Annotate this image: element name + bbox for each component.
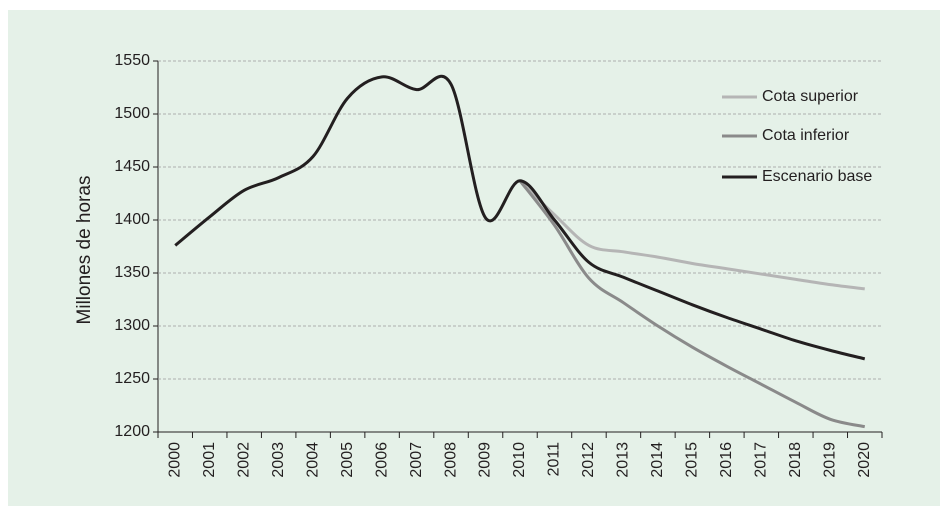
x-tick-label: 2008 (442, 442, 459, 478)
background (8, 10, 940, 506)
series-line (174, 74, 866, 361)
y-tick-label: 1400 (114, 211, 150, 228)
x-tick-label: 2004 (304, 442, 321, 478)
y-tick-label: 1200 (114, 423, 150, 440)
x-tick-label: 2000 (166, 442, 183, 478)
x-tick-label: 2006 (373, 442, 390, 478)
x-tick-label: 2011 (546, 442, 563, 477)
x-tick-label: 2019 (822, 442, 839, 478)
y-tick-label: 1550 (114, 52, 150, 69)
x-tick-label: 2002 (235, 442, 252, 478)
series-line (518, 179, 866, 429)
y-axis-label: Millones de horas (74, 176, 95, 325)
x-tick-label: 2010 (511, 442, 528, 478)
x-tick-label: 2014 (649, 442, 666, 478)
x-tick-label: 2017 (753, 442, 770, 478)
x-tick-label: 2009 (477, 442, 494, 478)
y-tick-label: 1450 (114, 158, 150, 175)
x-tick-label: 2001 (201, 442, 218, 478)
series-line (518, 179, 865, 291)
x-tick-label: 2018 (787, 442, 804, 478)
y-tick-label: 1300 (114, 317, 150, 334)
legend-label: Escenario base (762, 168, 872, 185)
x-tick-label: 2007 (408, 442, 425, 478)
legend-label: Cota inferior (762, 127, 850, 144)
x-tick-label: 2003 (270, 442, 287, 478)
y-tick-label: 1350 (114, 264, 150, 281)
x-tick-label: 2015 (684, 442, 701, 478)
x-tick-label: 2020 (856, 442, 873, 478)
y-tick-label: 1500 (114, 105, 150, 122)
x-tick-label: 2005 (339, 442, 356, 478)
legend-label: Cota superior (762, 88, 859, 105)
x-tick-label: 2016 (718, 442, 735, 478)
x-tick-label: 2012 (580, 442, 597, 478)
y-tick-label: 1250 (114, 370, 150, 387)
x-tick-label: 2013 (615, 442, 632, 478)
